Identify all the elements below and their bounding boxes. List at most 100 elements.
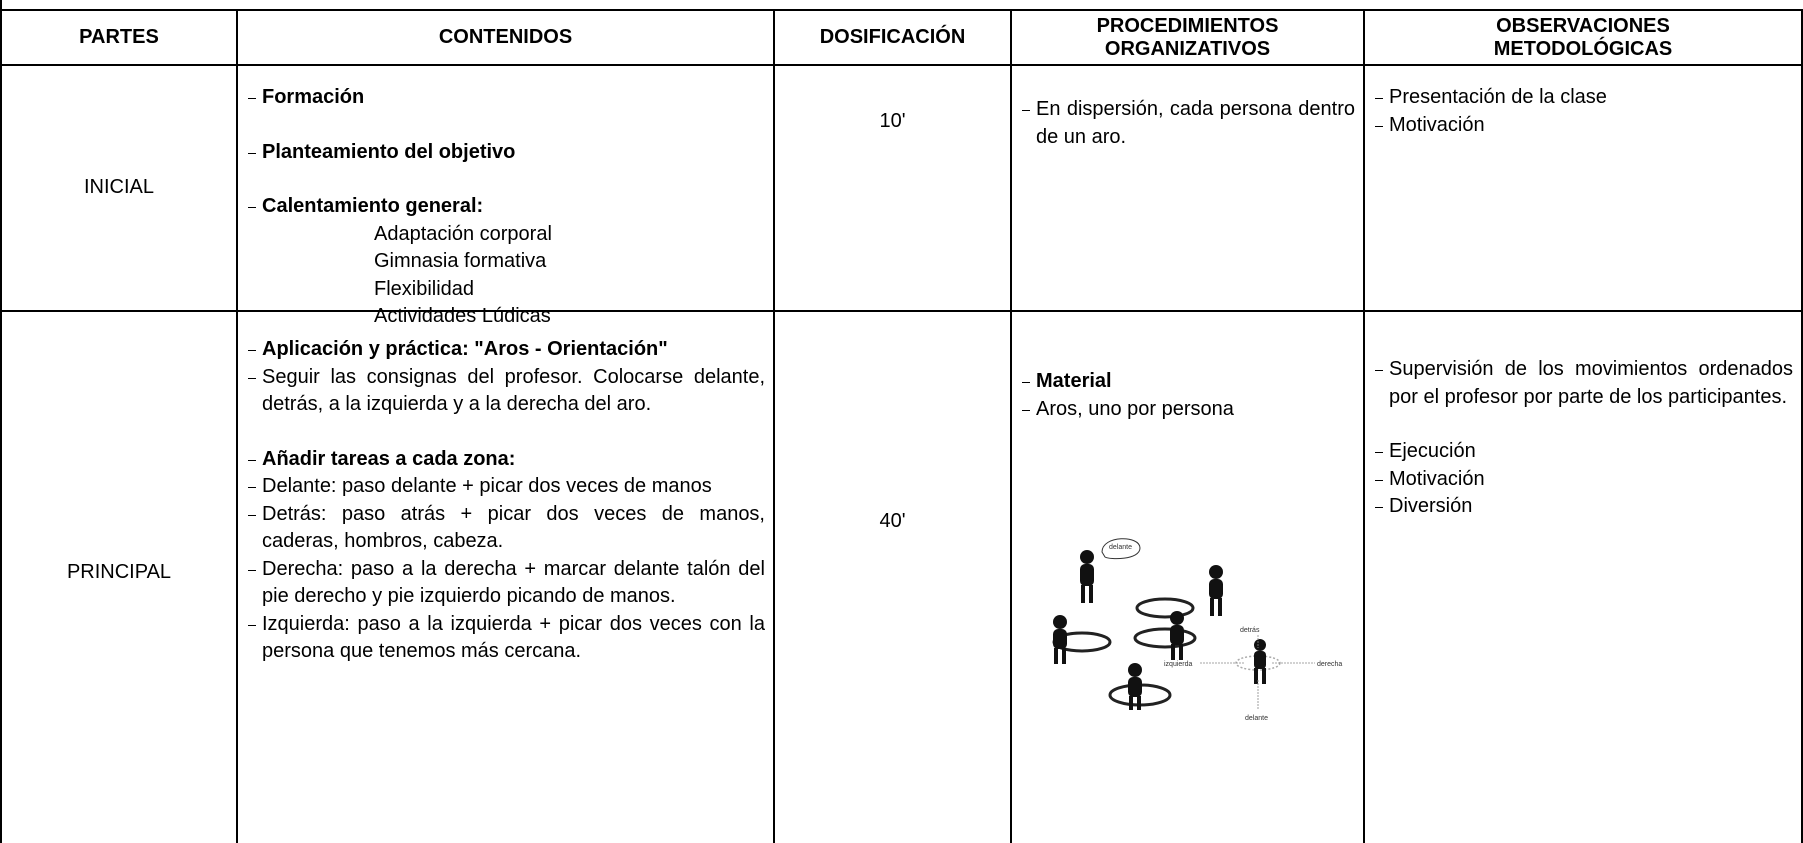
item-text: Supervisión de los movimientos ordenados…: [1389, 358, 1793, 408]
figure-label: derecha: [1317, 661, 1342, 668]
item-text: Presentación de la clase: [1389, 86, 1607, 108]
contenidos-cell: Aplicación y práctica: "Aros - Orientaci…: [238, 312, 773, 834]
item-text: Motivación: [1389, 467, 1485, 490]
list-item: Motivación: [1375, 112, 1793, 140]
rule: [1010, 9, 1012, 843]
rule: [0, 9, 1803, 11]
dash: [248, 459, 256, 461]
item-text: Diversión: [1389, 495, 1473, 517]
header-text: METODOLÓGICAS: [1493, 37, 1673, 60]
list-item: Aros, uno por persona: [1022, 396, 1355, 424]
figure-label: detrás: [1240, 627, 1260, 634]
subitem: Flexibilidad: [374, 277, 475, 300]
list-item: Supervisión de los movimientos ordenados…: [1375, 356, 1793, 411]
dash: [1022, 110, 1030, 111]
figure-label: delante: [1245, 715, 1268, 722]
subitem: Gimnasia formativa: [374, 250, 547, 272]
header-text: PARTES: [79, 26, 159, 48]
item-text: Detrás: paso atrás + picar dos veces de …: [262, 502, 765, 553]
header-cell: OBSERVACIONES METODOLÓGICAS: [1365, 11, 1801, 64]
item-text: Aros, uno por persona: [1036, 397, 1234, 420]
list-item: Seguir las consignas del profesor. Coloc…: [248, 364, 765, 419]
rule: [236, 9, 238, 843]
rule: [0, 9, 2, 843]
dash: [248, 152, 256, 154]
item-text: Formación: [262, 86, 365, 108]
parte: INICIAL: [83, 176, 155, 199]
dosificacion-cell: 40': [775, 312, 1010, 834]
item-text: Derecha: paso a la derecha + marcar dela…: [262, 557, 765, 608]
contenidos-cell: Formación Planteamiento del objetivo Calen…: [238, 66, 773, 327]
dash: [248, 377, 256, 379]
figure-label: izquierda: [1164, 661, 1193, 668]
list-item: Presentación de la clase: [1375, 84, 1793, 112]
header-text: PROCEDIMIENTOS: [1096, 14, 1279, 37]
list-item: Motivación: [1375, 466, 1793, 494]
item-text: Material: [1036, 370, 1112, 392]
rule: [1363, 9, 1365, 843]
list-item: Diversión: [1375, 493, 1793, 521]
header-cell: CONTENIDOS: [238, 11, 773, 64]
procedimientos-cell: En dispersión, cada persona dentro de un…: [1012, 66, 1363, 310]
list-item: Detrás: paso atrás + picar dos veces de …: [248, 501, 765, 556]
parte-cell: INICIAL: [2, 66, 236, 310]
dash: [1375, 125, 1383, 127]
item-text: Delante: paso delante + picar dos veces …: [262, 475, 712, 497]
list-item: Planteamiento del objetivo: [248, 139, 765, 167]
rule: [773, 9, 775, 843]
parte: PRINCIPAL: [66, 561, 172, 584]
dash: [1375, 452, 1383, 453]
figure-label: delante: [1109, 544, 1132, 551]
item-text: Motivación: [1389, 113, 1485, 136]
list-item: Aplicación y práctica: "Aros - Orientaci…: [248, 336, 765, 364]
header-text: DOSIFICACIÓN: [819, 26, 966, 48]
list-item: Formación: [248, 84, 765, 112]
dash: [248, 98, 256, 99]
item-text: Aplicación y práctica: "Aros - Orientaci…: [262, 338, 668, 360]
item-text: Izquierda: paso a la izquierda + picar d…: [262, 612, 765, 663]
list-item: Calentamiento general:: [248, 193, 765, 221]
observaciones-cell: Supervisión de los movimientos ordenados…: [1365, 312, 1801, 834]
dash: [1375, 507, 1383, 508]
header-text: CONTENIDOS: [438, 26, 573, 48]
list-item: Izquierda: paso a la izquierda + picar d…: [248, 611, 765, 666]
dosificacion: 10': [879, 110, 906, 132]
header-text: OBSERVACIONES: [1496, 14, 1670, 37]
header-cell: PROCEDIMIENTOS ORGANIZATIVOS: [1012, 11, 1363, 64]
dash: [248, 624, 256, 626]
item-text: Ejecución: [1389, 440, 1476, 462]
dash: [1022, 409, 1030, 411]
item-text: Seguir las consignas del profesor. Coloc…: [262, 365, 765, 416]
procedimientos-cell: Material Aros, uno por persona: [1012, 312, 1363, 834]
header-text: ORGANIZATIVOS: [1104, 37, 1271, 60]
subitem: Adaptación corporal: [374, 222, 552, 245]
rule: [0, 0, 2, 10]
list-item: Ejecución: [1375, 438, 1793, 466]
dash: [1375, 479, 1383, 481]
list-item: Derecha: paso a la derecha + marcar dela…: [248, 556, 765, 611]
dash: [248, 569, 256, 571]
observaciones-cell: Presentación de la clase Motivación: [1365, 66, 1801, 310]
dash: [1375, 370, 1383, 371]
dash: [1375, 98, 1383, 99]
rule: [0, 64, 1803, 66]
item-text: En dispersión, cada persona dentro de un…: [1036, 98, 1355, 148]
dash: [248, 350, 256, 351]
dash: [248, 207, 256, 208]
item-text: Planteamiento del objetivo: [262, 140, 516, 163]
rule: [0, 310, 1803, 312]
list-item: Delante: paso delante + picar dos veces …: [248, 473, 765, 501]
item-text: Añadir tareas a cada zona:: [262, 447, 516, 470]
item-text: Calentamiento general:: [262, 195, 484, 217]
dash: [248, 514, 256, 516]
subitem: Actividades Lúdicas: [374, 305, 551, 327]
dash: [248, 487, 256, 488]
header-cell: PARTES: [2, 11, 236, 64]
list-item: En dispersión, cada persona dentro de un…: [1022, 96, 1355, 151]
list-item: Añadir tareas a cada zona:: [248, 446, 765, 474]
header-cell: DOSIFICACIÓN: [775, 11, 1010, 64]
dash: [1022, 382, 1030, 383]
rule: [1801, 9, 1803, 843]
parte-cell: PRINCIPAL: [2, 312, 236, 834]
